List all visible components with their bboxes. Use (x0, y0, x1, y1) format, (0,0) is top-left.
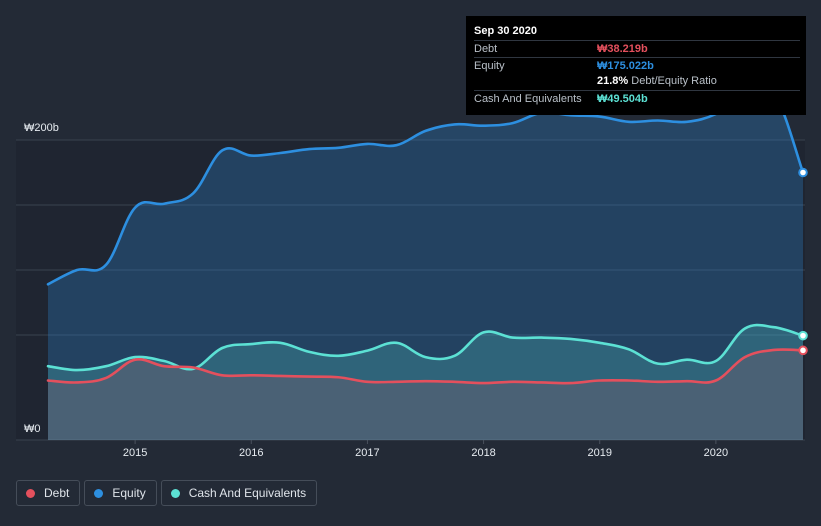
tooltip-row-equity: Equity ₩175.022b (474, 57, 800, 74)
equity-swatch-icon (94, 488, 104, 498)
legend-equity-label: Equity (112, 486, 146, 500)
tooltip-row-cash: Cash And Equivalents ₩49.504b (474, 90, 800, 107)
debt-line (46, 348, 805, 385)
y-axis-ticks: ₩200b ₩0 (24, 122, 59, 435)
x-tick-label: 2018 (471, 447, 495, 459)
x-tick-label: 2016 (239, 447, 263, 459)
cash-swatch-icon (170, 488, 180, 498)
end-markers (798, 167, 808, 356)
x-axis-ticks: 2015 2016 2017 2018 2019 2020 (123, 440, 728, 459)
tooltip-cash-value: ₩49.504b (597, 93, 648, 105)
data-tooltip: Sep 30 2020 Debt ₩38.219b Equity ₩175.02… (466, 16, 806, 115)
series-lines (46, 85, 805, 385)
cash-area (48, 325, 803, 440)
equity-end-marker (798, 167, 808, 178)
plot-background (16, 140, 805, 440)
tooltip-equity-label: Equity (474, 60, 505, 72)
legend-item-debt[interactable]: Debt (16, 480, 81, 506)
series-areas (48, 86, 803, 440)
legend-debt-label: Debt (44, 486, 70, 500)
tooltip-cash-label: Cash And Equivalents (474, 93, 582, 105)
x-tick-label: 2020 (704, 447, 728, 459)
legend-item-equity[interactable]: Equity (84, 480, 157, 506)
cash-line (46, 323, 805, 372)
tooltip-debt-value: ₩38.219b (597, 43, 648, 55)
x-tick-label: 2015 (123, 447, 147, 459)
debt-area (48, 349, 803, 440)
debt-swatch-icon (26, 488, 35, 498)
tooltip-date: Sep 30 2020 (474, 25, 537, 37)
tooltip-ratio-value: 21.8% (597, 75, 629, 87)
cash-end-marker (798, 330, 808, 341)
tooltip-debt-label: Debt (474, 43, 498, 55)
equity-area (48, 86, 803, 440)
y-tick-label: ₩0 (24, 423, 41, 435)
tooltip-row-debt: Debt ₩38.219b (474, 40, 800, 57)
chart-legend: Debt Equity Cash And Equivalents (16, 480, 321, 506)
gridlines (16, 139, 805, 441)
legend-item-cash[interactable]: Cash And Equivalents (160, 480, 318, 506)
legend-cash-label: Cash And Equivalents (188, 486, 307, 500)
tooltip-equity-value: ₩175.022b (597, 60, 654, 72)
tooltip-ratio-label: Debt/Equity Ratio (631, 75, 717, 87)
x-tick-label: 2017 (355, 447, 379, 459)
x-tick-label: 2019 (587, 447, 611, 459)
debt-end-marker (798, 345, 808, 356)
y-tick-label: ₩200b (24, 122, 59, 134)
tooltip-ratio: 21.8% Debt/Equity Ratio (597, 75, 717, 87)
equity-line (46, 85, 805, 286)
